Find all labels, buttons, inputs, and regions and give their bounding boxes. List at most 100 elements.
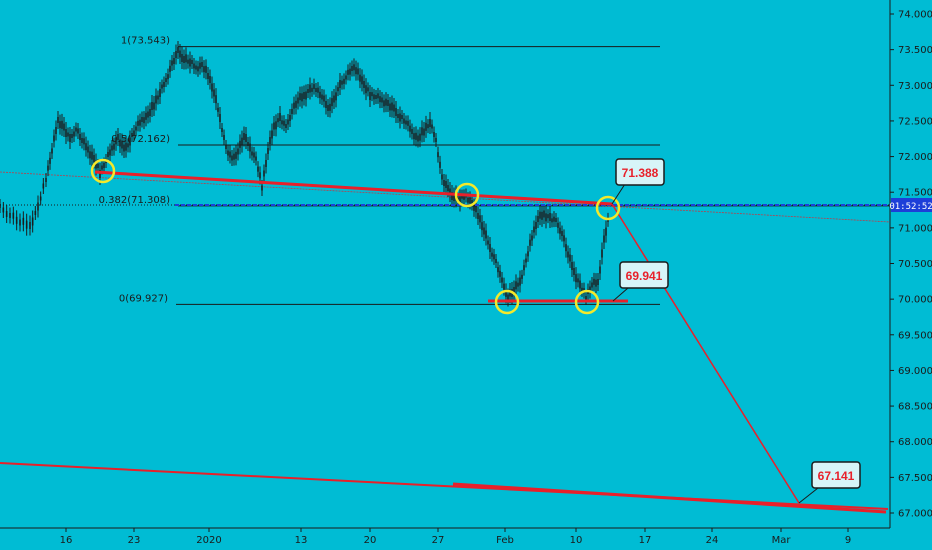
- candle-body: [535, 222, 537, 229]
- candle-body: [345, 75, 347, 80]
- candle-body: [19, 219, 21, 226]
- candle-body: [549, 213, 551, 221]
- candle-body: [305, 91, 307, 100]
- candle-body: [591, 282, 593, 288]
- candle-body: [213, 89, 215, 97]
- candle-body: [165, 78, 167, 82]
- candle-body: [581, 287, 583, 292]
- candle-body: [441, 174, 443, 180]
- candle-body: [257, 166, 259, 172]
- touch-point-circle-4: [574, 289, 600, 315]
- candle-body: [129, 137, 131, 146]
- candle-body: [71, 134, 73, 138]
- candle-body: [107, 152, 109, 157]
- candle-body: [31, 217, 34, 226]
- candle-body: [537, 216, 539, 222]
- candle-body: [185, 54, 187, 63]
- candle-body: [42, 183, 45, 189]
- candle-body: [523, 265, 525, 271]
- candle-body: [605, 227, 607, 236]
- candle-body: [331, 98, 333, 107]
- candle-body: [265, 160, 267, 167]
- candle-body: [287, 119, 289, 125]
- candle-body: [151, 102, 153, 110]
- candle-body: [75, 127, 77, 132]
- candle-body: [135, 126, 137, 131]
- candle-body: [423, 128, 425, 136]
- candle-body: [37, 202, 39, 211]
- y-tick-label: 72.500: [898, 116, 932, 127]
- candle-body: [47, 165, 49, 171]
- price-axis[interactable]: 74.000 73.500 73.000 72.500 72.000 71.500 71.0…: [889, 0, 932, 528]
- time-axis[interactable]: 16 23 2020 13 20 27 Feb 10 17 24 Mar 9: [0, 527, 890, 546]
- descending-trendline: [94, 170, 613, 206]
- candle-body: [385, 98, 387, 106]
- candle-body: [509, 289, 511, 297]
- candle-body: [521, 274, 523, 279]
- candle-body: [195, 65, 197, 70]
- candle-body: [471, 200, 473, 205]
- candle-body: [495, 259, 497, 263]
- y-tick-label: 69.500: [898, 330, 932, 341]
- candle-body: [541, 211, 543, 220]
- candle-body: [49, 157, 51, 164]
- candle-body: [563, 235, 565, 242]
- y-tick-label: 68.000: [898, 437, 932, 448]
- candle-body: [65, 129, 67, 137]
- candle-body: [411, 129, 413, 134]
- candle-body: [119, 139, 121, 147]
- candle-body: [145, 112, 147, 120]
- candle-body: [459, 196, 461, 205]
- candle-body: [445, 181, 447, 188]
- candle-body: [243, 133, 245, 140]
- candle-body: [293, 102, 295, 109]
- candle-body: [553, 216, 555, 222]
- candle-body: [223, 135, 225, 140]
- candle-body: [253, 152, 255, 158]
- candle-body: [315, 88, 317, 92]
- candle-body: [161, 84, 163, 89]
- candle-body: [59, 121, 61, 129]
- candle-body: [131, 133, 133, 137]
- candle-body: [181, 54, 183, 62]
- candle-body: [443, 180, 445, 186]
- x-tick-label: 23: [128, 535, 141, 546]
- x-tick-label: 24: [706, 535, 719, 546]
- candle-body: [95, 160, 97, 169]
- candle-body: [431, 124, 433, 129]
- candle-body: [93, 155, 95, 162]
- candle-body: [487, 240, 489, 245]
- candle-body: [261, 185, 263, 191]
- candle-body: [391, 102, 393, 111]
- candle-body: [279, 113, 281, 121]
- y-tick-label: 70.000: [898, 295, 932, 306]
- callout-label-71.388: 71.388: [622, 166, 659, 180]
- candle-body: [381, 97, 383, 103]
- candle-body: [387, 100, 389, 106]
- candle-body: [413, 133, 415, 140]
- fib-level-1-label: 1(73.543): [121, 36, 170, 47]
- candle-body: [397, 114, 399, 118]
- candle-body: [337, 87, 339, 92]
- candle-body: [311, 87, 313, 92]
- candle-body: [483, 227, 485, 235]
- candle-body: [469, 197, 471, 204]
- candle-body: [577, 278, 579, 283]
- candle-body: [555, 218, 557, 222]
- candle-body: [529, 239, 531, 246]
- y-tick-label: 67.000: [898, 509, 932, 520]
- candle-body: [133, 130, 135, 136]
- y-tick-label: 67.500: [898, 473, 932, 484]
- candle-body: [561, 231, 563, 236]
- candle-body: [367, 87, 369, 92]
- candle-body: [543, 210, 545, 218]
- x-tick-label: 9: [845, 535, 851, 546]
- candle-body: [63, 123, 65, 131]
- candle-body: [269, 137, 271, 144]
- lower-channel-line-2: [452, 482, 887, 514]
- candle-body: [127, 143, 129, 148]
- candle-body: [447, 185, 449, 191]
- candle-body: [197, 66, 199, 72]
- candle-body: [565, 244, 567, 252]
